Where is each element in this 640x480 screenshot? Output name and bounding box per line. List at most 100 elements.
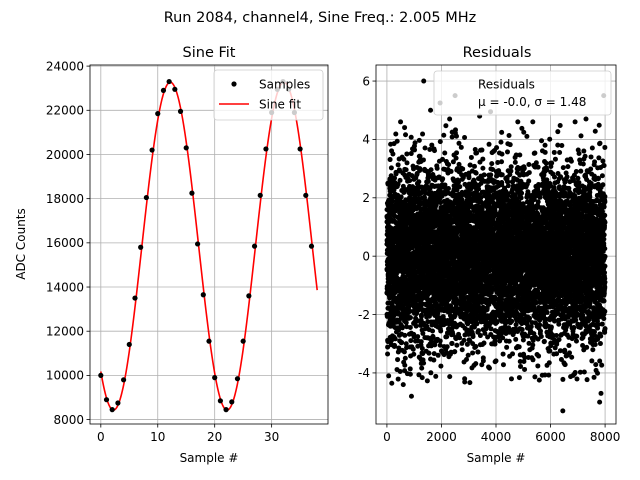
sine-fit-ytick-label: 24000 xyxy=(46,59,84,73)
residual-point xyxy=(412,147,418,153)
residual-point xyxy=(426,350,432,356)
residual-point xyxy=(392,342,398,348)
sine-fit-ticks: 0 10 20 30800010000120001400016000180002000… xyxy=(46,59,279,444)
residual-point xyxy=(402,125,408,131)
residual-point xyxy=(403,132,409,138)
figure-suptitle: Run 2084, channel4, Sine Freq.: 2.005 MH… xyxy=(164,10,477,26)
sine-fit-ytick-label: 18000 xyxy=(46,192,84,206)
residual-point xyxy=(486,141,492,147)
residual-point xyxy=(508,164,514,170)
residual-point xyxy=(419,375,425,381)
residual-point xyxy=(402,355,408,361)
sine-fit-xtick-label: 10 xyxy=(150,430,165,444)
residual-point xyxy=(413,323,419,329)
residual-point xyxy=(402,362,408,368)
residual-point xyxy=(481,340,487,346)
residual-point xyxy=(459,347,465,353)
residual-point xyxy=(416,372,422,378)
residual-point xyxy=(460,166,466,172)
residual-point xyxy=(412,140,418,146)
sample-point xyxy=(308,243,315,249)
sample-point xyxy=(263,146,269,152)
residual-point xyxy=(403,341,409,347)
residual-point xyxy=(489,161,495,167)
residual-point xyxy=(438,328,444,334)
residual-point xyxy=(408,134,414,140)
residual-point xyxy=(385,344,391,350)
residual-point xyxy=(407,371,413,377)
residual-point xyxy=(395,357,401,363)
residual-point xyxy=(403,320,409,326)
residual-point xyxy=(417,153,423,159)
residual-point xyxy=(397,368,403,374)
residual-point xyxy=(454,150,460,156)
sample-point xyxy=(251,243,258,249)
residuals-data xyxy=(384,78,608,414)
sample-point xyxy=(246,293,252,299)
residual-point xyxy=(417,166,423,172)
sample-point xyxy=(234,376,241,382)
sine-fit-title: Sine Fit xyxy=(183,45,236,61)
sample-point xyxy=(132,295,138,301)
residual-point xyxy=(474,321,480,327)
residual-point xyxy=(420,351,426,357)
residual-point xyxy=(385,351,391,357)
residual-point xyxy=(492,341,498,347)
residual-point xyxy=(432,148,437,154)
residual-point xyxy=(437,139,443,145)
residual-point xyxy=(420,131,426,137)
residual-point xyxy=(499,172,505,178)
residual-point xyxy=(507,142,513,148)
residual-point xyxy=(388,338,394,344)
residual-point xyxy=(504,149,510,155)
residual-point xyxy=(461,337,467,343)
residual-point xyxy=(408,196,414,202)
residual-point xyxy=(500,351,506,357)
residual-point xyxy=(425,178,431,184)
residual-point xyxy=(394,138,400,144)
sine-fit-ytick-label: 10000 xyxy=(46,369,84,383)
residual-point xyxy=(409,173,415,179)
residual-point xyxy=(500,362,506,368)
sine-fit-xtick-label: 20 xyxy=(207,430,222,444)
residual-point xyxy=(465,352,471,358)
residual-point xyxy=(389,198,395,204)
residual-point xyxy=(427,146,433,152)
residual-point xyxy=(428,167,434,173)
sample-point xyxy=(138,244,144,250)
residual-point xyxy=(393,171,399,177)
residuals-title: Residuals xyxy=(463,45,532,61)
residual-point xyxy=(480,165,486,171)
residual-point xyxy=(462,135,468,141)
residual-point xyxy=(433,373,439,379)
residual-point xyxy=(499,129,505,135)
residual-point xyxy=(407,315,413,321)
residual-point xyxy=(411,334,417,340)
residual-point xyxy=(442,150,448,156)
sample-point xyxy=(120,377,127,383)
residual-point xyxy=(431,357,437,363)
sample-point xyxy=(149,147,155,153)
sine-fit-ytick-label: 12000 xyxy=(46,325,84,339)
residual-point xyxy=(397,177,403,183)
residual-point xyxy=(421,360,427,366)
residual-point xyxy=(480,156,486,162)
sample-point xyxy=(217,398,223,404)
sample-point xyxy=(240,338,246,344)
legend-fit-label: Sine fit xyxy=(259,98,301,112)
residual-point xyxy=(399,325,405,331)
residual-point xyxy=(441,132,447,138)
residual-point xyxy=(395,349,401,355)
residual-point xyxy=(488,172,494,178)
residual-point xyxy=(512,159,518,165)
residual-point xyxy=(504,344,510,350)
residual-point xyxy=(420,157,426,163)
sample-point xyxy=(115,400,121,406)
sample-point xyxy=(206,338,212,344)
residual-point xyxy=(449,340,455,346)
sine-fit-ytick-label: 16000 xyxy=(46,236,84,250)
residual-point xyxy=(395,162,401,168)
residual-point xyxy=(410,346,416,352)
sample-point xyxy=(257,192,263,198)
